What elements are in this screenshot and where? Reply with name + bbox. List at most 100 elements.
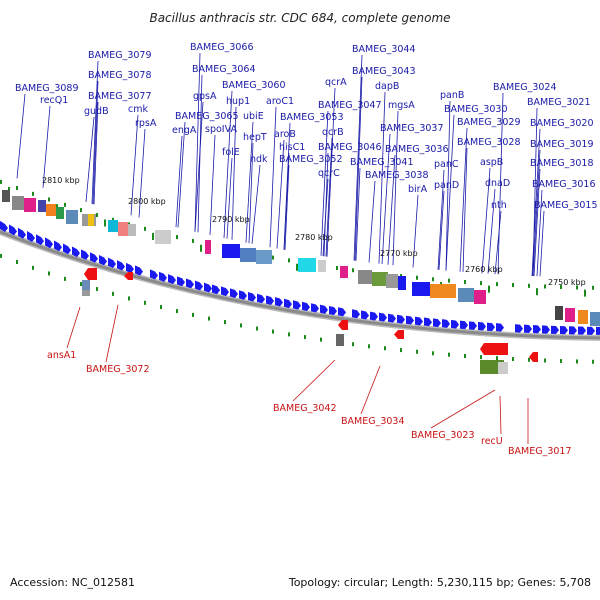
forward-gene-arrow [533, 325, 541, 334]
tick-label: 2780 kbp [295, 233, 333, 242]
forward-gene-arrow [150, 269, 158, 280]
label-leader [320, 110, 329, 256]
feature-block [256, 250, 272, 264]
tick-dot [352, 342, 354, 347]
lower-gene-label: ansA1 [47, 350, 76, 361]
tick-dot [240, 323, 242, 328]
forward-gene-arrow [311, 303, 319, 313]
label-leader [481, 167, 491, 274]
forward-gene-arrow [275, 297, 283, 307]
label-leader [92, 80, 99, 205]
forward-gene-arrow [542, 325, 550, 334]
upper-gene-label: panC [434, 159, 459, 170]
tick-label: 2760 kbp [465, 265, 503, 274]
forward-gene-arrow [515, 324, 523, 333]
label-leader [276, 139, 285, 249]
feature-block [412, 282, 430, 296]
upper-gene-label: BAMEG_3020 [530, 118, 594, 129]
forward-gene-arrow [302, 301, 310, 312]
tick-dot [464, 353, 466, 358]
reverse-gene-arrow [529, 352, 538, 362]
upper-gene-label: dapB [375, 81, 399, 92]
forward-gene-arrow [329, 305, 337, 316]
tick-dot [160, 305, 162, 310]
feature-block [24, 198, 36, 212]
feature-block [108, 220, 118, 232]
tick-dot [400, 348, 402, 353]
forward-gene-arrow [135, 265, 143, 276]
label-leader [387, 154, 396, 265]
forward-gene-arrow [406, 315, 414, 325]
upper-gene-label: BAMEG_3066 [190, 42, 254, 53]
upper-gene-label: aroB [274, 129, 296, 140]
upper-gene-label: rpsA [135, 118, 157, 129]
label-leader [325, 137, 333, 257]
feature-block [474, 290, 486, 304]
feature-block [222, 244, 240, 258]
forward-gene-arrow [45, 237, 53, 249]
label-leader [130, 114, 139, 216]
forward-gene-arrow [496, 323, 504, 332]
topology-text: Topology: circular; Length: 5,230,115 bp… [288, 576, 591, 589]
upper-gene-label: BAMEG_3060 [222, 80, 286, 91]
label-leader [248, 142, 254, 244]
tick-dot [224, 320, 226, 325]
forward-gene-arrow [433, 318, 441, 328]
label-leader [360, 365, 381, 415]
label-leader [381, 133, 391, 265]
forward-gene-arrow [204, 282, 212, 293]
forward-gene-arrow [27, 231, 35, 242]
forward-gene-arrow [9, 224, 17, 236]
backbone-line [0, 230, 600, 340]
forward-gene-arrow [239, 290, 247, 300]
label-leader [323, 152, 329, 257]
upper-gene-label: panB [440, 90, 464, 101]
tick-dot [528, 283, 530, 288]
label-leader [412, 194, 419, 268]
upper-gene-label: folE [222, 147, 240, 158]
feature-block [386, 274, 398, 288]
upper-gene-label: qcrB [322, 127, 344, 138]
tick-dot [304, 335, 306, 340]
upper-gene-label: BAMEG_3079 [88, 50, 152, 61]
tick-dot [336, 265, 338, 270]
tick-dot [320, 337, 322, 342]
forward-gene-arrow [338, 307, 346, 317]
label-leader [269, 106, 277, 248]
upper-gene-label: nth [491, 200, 507, 211]
lower-gene-labels: ansA1 BAMEG_3072 BAMEG_3042 BAMEG_3034 BAMEG… [47, 350, 572, 457]
upper-gene-label: ubiE [243, 111, 264, 122]
forward-gene-arrow [117, 260, 125, 271]
upper-gene-label: BAMEG_3064 [192, 64, 256, 75]
tick-dot [16, 185, 18, 190]
tick-label: 2750 kbp [548, 278, 586, 287]
forward-gene-arrow [361, 310, 369, 320]
forward-gene-arrow [524, 324, 532, 334]
label-leader [533, 168, 541, 277]
label-leader [93, 101, 99, 205]
feature-blocks [2, 190, 600, 374]
upper-gene-label: mgsA [388, 100, 415, 111]
upper-gene-label: BAMEG_3036 [385, 144, 449, 155]
feature-block [2, 190, 10, 202]
forward-gene-arrow [370, 311, 378, 321]
tick-dot [576, 285, 578, 290]
forward-gene-arrow [596, 326, 600, 335]
upper-gene-label: BAMEG_3065 [175, 111, 239, 122]
feature-block [82, 280, 90, 290]
feature-block [578, 310, 588, 324]
forward-gene-arrow [469, 321, 477, 330]
label-leader [223, 90, 233, 239]
tick-dot [16, 259, 18, 264]
tick-dot [96, 213, 98, 218]
forward-gene-arrow [18, 227, 26, 239]
label-leader [430, 389, 496, 429]
feature-block [398, 276, 406, 290]
label-leader [105, 304, 119, 363]
upper-gene-label: BAMEG_3046 [318, 142, 382, 153]
feature-block [318, 260, 326, 272]
upper-gene-label: aspB [480, 157, 503, 168]
forward-gene-arrow [36, 234, 44, 246]
upper-gene-label: BAMEG_3021 [527, 97, 591, 108]
